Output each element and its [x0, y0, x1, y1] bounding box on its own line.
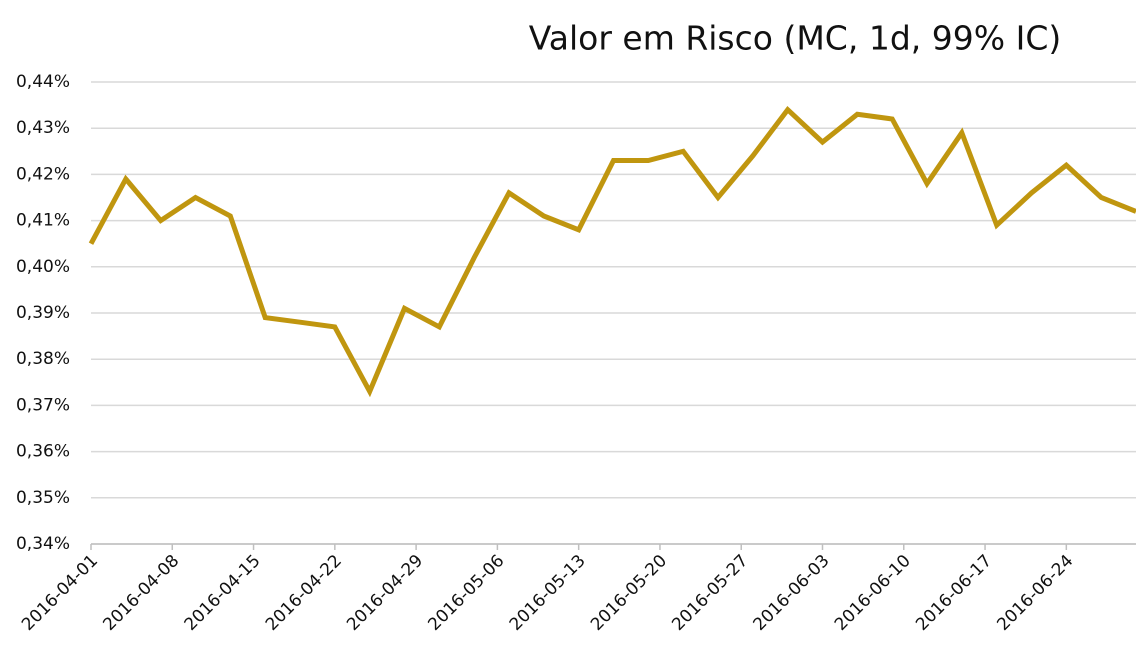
y-tick-label: 0,44%: [16, 72, 70, 92]
data-line: [88, 105, 1136, 398]
y-tick-label: 0,41%: [16, 211, 70, 231]
y-tick-label: 0,37%: [16, 395, 70, 415]
y-tick-label: 0,39%: [16, 303, 70, 323]
x-tick-label: 2016-06-10: [831, 551, 915, 635]
y-tick-label: 0,38%: [16, 349, 70, 369]
x-tick-label: 2016-04-01: [18, 551, 102, 635]
y-tick-label: 0,35%: [16, 488, 70, 508]
y-tick-label: 0,40%: [16, 257, 70, 277]
x-tick-label: 2016-04-08: [99, 551, 183, 635]
x-tick-label: 2016-06-17: [912, 551, 996, 635]
x-tick-label: 2016-05-13: [506, 551, 590, 635]
chart-title: Valor em Risco (MC, 1d, 99% IC): [529, 19, 1061, 58]
x-tick-label: 2016-06-24: [993, 551, 1077, 635]
x-tick-label: 2016-04-15: [181, 551, 265, 635]
x-tick-label: 2016-04-22: [262, 551, 346, 635]
y-tick-label: 0,36%: [16, 442, 70, 462]
x-tick-label: 2016-05-06: [424, 551, 508, 635]
x-tick-label: 2016-04-29: [343, 551, 427, 635]
x-tick-label: 2016-05-20: [587, 551, 671, 635]
y-tick-label: 0,34%: [16, 534, 70, 554]
y-tick-label: 0,43%: [16, 118, 70, 138]
y-tick-label: 0,42%: [16, 164, 70, 184]
x-tick-label: 2016-05-27: [668, 551, 752, 635]
x-tick-label: 2016-06-03: [750, 551, 834, 635]
